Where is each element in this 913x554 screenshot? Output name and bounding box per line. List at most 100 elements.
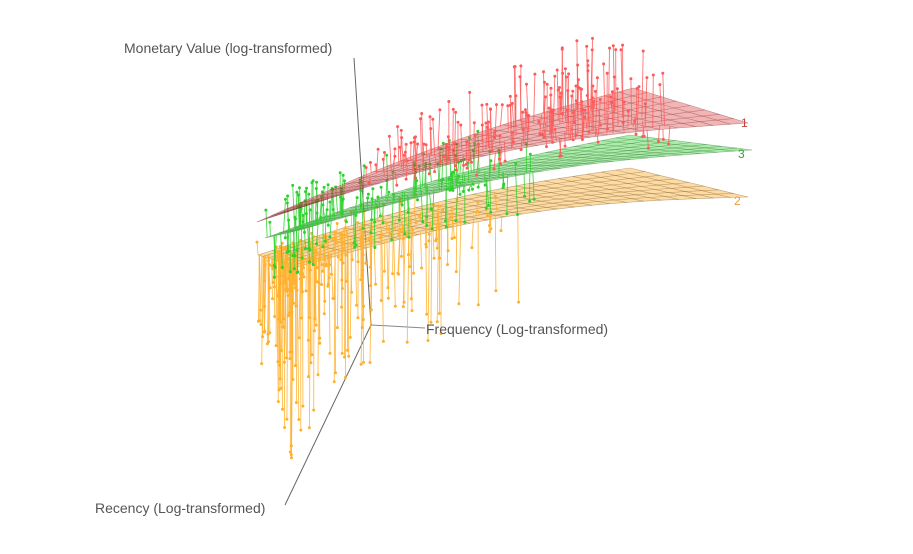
surface-1-meshline xyxy=(329,182,381,191)
surface-3-meshline xyxy=(503,161,596,164)
series-1-point xyxy=(480,123,484,127)
series-1-point xyxy=(521,128,525,132)
series-1-point xyxy=(537,120,541,123)
series-3-point xyxy=(484,206,488,210)
series-2-stem xyxy=(334,232,336,373)
series-1-point xyxy=(493,129,497,133)
series-1-stem xyxy=(658,125,660,142)
series-2-point xyxy=(458,220,462,224)
series-2-point xyxy=(368,361,372,364)
series-2-point xyxy=(316,373,320,377)
series-2-stem xyxy=(315,239,319,252)
series-1-point xyxy=(565,75,569,79)
series-1-stem xyxy=(434,157,437,172)
series-2-point xyxy=(323,299,327,303)
series-3-point xyxy=(471,187,474,191)
series-2-point xyxy=(326,240,330,244)
series-1-point xyxy=(543,95,547,99)
surface-3-meshline xyxy=(335,205,387,213)
series-3-point xyxy=(489,210,493,214)
series-2-point xyxy=(388,232,392,236)
series-1-point xyxy=(538,132,542,136)
series-3-stem xyxy=(265,210,268,238)
series-3-point xyxy=(417,164,421,168)
series-3-point xyxy=(450,171,454,175)
series-1-point xyxy=(598,98,602,101)
series-2-stem xyxy=(500,216,503,231)
series-2-point xyxy=(336,255,340,259)
series-2-point xyxy=(386,286,390,290)
series-3-point xyxy=(322,185,326,189)
series-3-point xyxy=(497,148,501,152)
series-3-point xyxy=(483,183,487,187)
series-1-point xyxy=(468,90,472,94)
series-2-point xyxy=(454,270,458,274)
series-2-point xyxy=(276,400,280,404)
series-2-stem xyxy=(396,224,400,235)
series-1-point xyxy=(545,145,548,149)
series-3-stem xyxy=(320,191,323,224)
series-3-point xyxy=(264,208,268,212)
series-3-point xyxy=(463,220,467,224)
series-1-stem xyxy=(402,155,405,172)
series-3-stem xyxy=(472,150,475,174)
series-2-stem xyxy=(393,235,396,307)
series-1-point xyxy=(486,120,490,124)
series-1-point xyxy=(393,147,397,151)
series-1-point xyxy=(480,103,484,107)
series-3-point xyxy=(366,192,370,196)
series-1-point xyxy=(499,162,502,166)
series-1-point xyxy=(533,72,537,76)
series-3-layer xyxy=(264,129,753,279)
series-1-point xyxy=(553,127,557,131)
series-1-point xyxy=(467,158,471,162)
series-3-point xyxy=(330,188,334,192)
series-3-stem xyxy=(462,174,466,192)
surface-2-meshline xyxy=(587,173,697,199)
series-1-stem xyxy=(587,70,590,121)
series-1-stem xyxy=(405,165,408,180)
series-1-stem xyxy=(507,105,509,131)
series-1-point xyxy=(525,82,528,86)
series-3-point xyxy=(424,165,428,168)
series-3-point xyxy=(421,220,425,224)
series-1-stem xyxy=(438,152,441,162)
series-1-point xyxy=(571,138,575,142)
series-3-point xyxy=(448,188,452,192)
series-3-point xyxy=(430,227,434,231)
series-3-stem xyxy=(455,185,459,221)
series-2-point xyxy=(397,272,400,276)
series-1-stem xyxy=(514,66,517,126)
series-1-point xyxy=(575,39,579,43)
series-2-stem xyxy=(420,232,423,269)
series-2-point xyxy=(355,303,359,307)
series-1-point xyxy=(545,82,549,86)
series-1-point xyxy=(563,67,567,71)
series-2-point xyxy=(312,408,316,412)
series-2-point xyxy=(417,214,421,217)
series-2-point xyxy=(271,267,275,271)
series-2-point xyxy=(340,241,344,245)
series-2-point xyxy=(332,248,335,252)
series-1-stem xyxy=(607,113,609,130)
series-1-point xyxy=(413,176,417,180)
series-2-point xyxy=(334,371,337,375)
series-1-stem xyxy=(542,82,545,114)
series-2-stem xyxy=(308,261,312,428)
series-2-point xyxy=(294,401,298,404)
series-1-stem xyxy=(581,110,584,133)
series-2-point xyxy=(452,236,456,240)
series-1-stem xyxy=(533,74,536,124)
series-1-point xyxy=(574,133,578,137)
x-axis-line xyxy=(370,324,426,329)
series-2-stem xyxy=(387,224,390,299)
series-2-point xyxy=(324,264,328,268)
series-1-stem xyxy=(548,108,551,135)
series-1-stem xyxy=(393,148,396,172)
series-2-point xyxy=(344,375,347,379)
series-3-point xyxy=(373,246,377,249)
series-1-point xyxy=(498,134,502,138)
series-2-point xyxy=(457,302,461,306)
series-2-stem xyxy=(369,225,372,237)
